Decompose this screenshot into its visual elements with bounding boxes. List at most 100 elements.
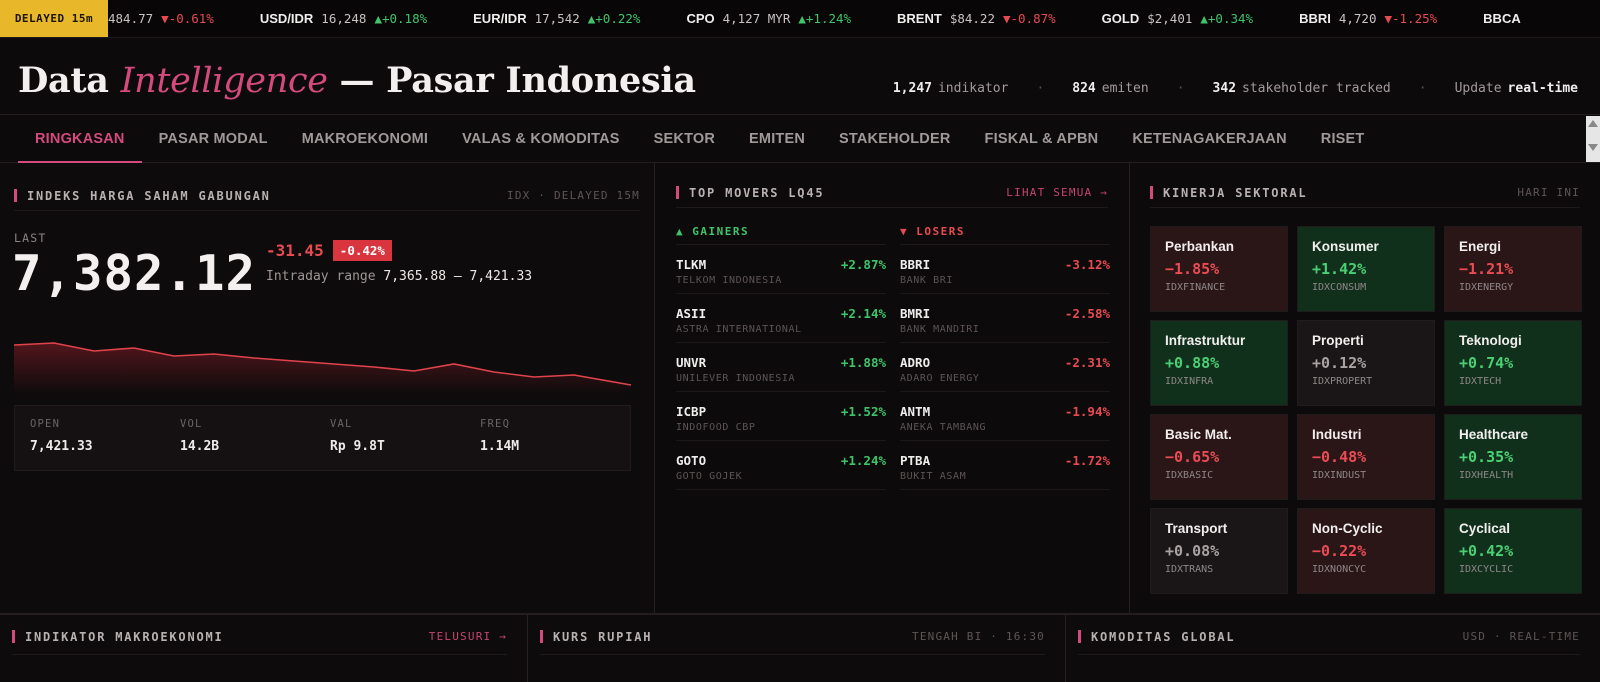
panel-title: KOMODITAS GLOBAL	[1078, 630, 1235, 644]
sector-tile[interactable]: Basic Mat. −0.65% IDXBASIC	[1150, 414, 1288, 500]
panel-header: INDIKATOR MAKROEKONOMI TELUSURI →	[12, 619, 507, 655]
last-label: LAST	[14, 231, 47, 245]
sector-panel: KINERJA SEKTORAL HARI INI Perbankan −1.85…	[1130, 163, 1600, 613]
explore-link[interactable]: TELUSURI →	[428, 630, 507, 643]
mover-name: GOTO GOJEK	[676, 471, 743, 482]
stat-key: VAL	[330, 418, 353, 430]
header-stats: 1,247 indikator · 824 emiten · 342 stakehol…	[893, 81, 1578, 96]
mover-row[interactable]: TLKM TELKOM INDONESIA +2.87%	[676, 245, 886, 294]
sector-tile[interactable]: Non-Cyclic −0.22% IDXNONCYC	[1297, 508, 1435, 594]
ticker-symbol: BBRI	[1299, 11, 1331, 26]
scroll-up-icon[interactable]	[1588, 120, 1598, 127]
ticker-item[interactable]: BBRI 4,720 ▼-1.25%	[1299, 11, 1437, 26]
ticker-item[interactable]: BRENT $84.22 ▼-0.87%	[897, 11, 1056, 26]
mover-row[interactable]: BBRI BANK BRI -3.12%	[900, 245, 1110, 294]
sector-tile[interactable]: Transport +0.08% IDXTRANS	[1150, 508, 1288, 594]
sector-tile[interactable]: Cyclical +0.42% IDXCYCLIC	[1444, 508, 1582, 594]
sector-name: Cyclical	[1459, 521, 1511, 536]
nav-scrollbar[interactable]	[1586, 116, 1600, 162]
stat-value-indikator: 1,247	[892, 81, 932, 96]
losers-header: ▼ LOSERS	[900, 223, 1110, 245]
nav-tab-makroekonomi[interactable]: MAKROEKONOMI	[301, 130, 429, 147]
nav-tab-riset[interactable]: RISET	[1320, 130, 1365, 147]
sector-name: Properti	[1312, 333, 1364, 348]
ticker-track: 484.77 ▼-0.61% USD/IDR 16,248 ▲+0.18% EUR/IDR…	[108, 0, 1575, 37]
change-absolute: -31.45	[266, 241, 324, 260]
sector-code: IDXFINANCE	[1165, 282, 1226, 293]
stat-label-emiten: emiten	[1101, 81, 1149, 96]
sector-name: Teknologi	[1459, 333, 1522, 348]
mover-row[interactable]: BMRI BANK MANDIRI -2.58%	[900, 294, 1110, 343]
mover-row[interactable]: GOTO GOTO GOJEK +1.24%	[676, 441, 886, 490]
sector-tile[interactable]: Konsumer +1.42% IDXCONSUM	[1297, 226, 1435, 312]
ticker-price: 17,542	[534, 11, 580, 26]
see-all-link[interactable]: LIHAT SEMUA →	[1006, 186, 1108, 199]
sector-name: Transport	[1165, 521, 1228, 536]
sector-tile[interactable]: Properti +0.12% IDXPROPERT	[1297, 320, 1435, 406]
ticker-item[interactable]: BBCA	[1483, 11, 1529, 26]
mover-row[interactable]: ICBP INDOFOOD CBP +1.52%	[676, 392, 886, 441]
stat-value: Rp 9.8T	[330, 439, 385, 454]
panel-title: TOP MOVERS LQ45	[676, 186, 824, 200]
nav-tab-valas-komoditas[interactable]: VALAS & KOMODITAS	[462, 130, 620, 147]
mover-percent: +1.52%	[840, 404, 886, 419]
ticker-item[interactable]: CPO 4,127 MYR ▲+1.24%	[686, 11, 851, 26]
mover-name: ADARO ENERGY	[900, 373, 980, 384]
sector-code: IDXBASIC	[1165, 470, 1214, 481]
ticker-symbol: GOLD	[1101, 11, 1140, 26]
stat-key: FREQ	[480, 418, 511, 430]
sector-tile[interactable]: Industri −0.48% IDXINDUST	[1297, 414, 1435, 500]
mover-percent: -1.94%	[1064, 404, 1110, 419]
mover-row[interactable]: ANTM ANEKA TAMBANG -1.94%	[900, 392, 1110, 441]
ticker-price: $2,401	[1147, 11, 1193, 26]
stat-value: 14.2B	[180, 439, 220, 454]
sector-change: −0.22%	[1312, 542, 1367, 560]
sector-tile[interactable]: Infrastruktur +0.88% IDXINFRA	[1150, 320, 1288, 406]
nav-tab-ringkasan[interactable]: RINGKASAN	[18, 115, 142, 163]
ticker-symbol: USD/IDR	[259, 11, 314, 26]
stat-label-indikator: indikator	[937, 81, 1009, 96]
ticker-item[interactable]: USD/IDR 16,248 ▲+0.18%	[260, 11, 427, 26]
ticker-item[interactable]: EUR/IDR 17,542 ▲+0.22%	[473, 11, 640, 26]
sector-tile[interactable]: Energi −1.21% IDXENERGY	[1444, 226, 1582, 312]
mover-percent: +2.87%	[840, 257, 886, 272]
ticker-change: ▼-0.87%	[1002, 11, 1056, 26]
macro-panel: INDIKATOR MAKROEKONOMI TELUSURI →	[0, 615, 528, 682]
sector-change: −0.65%	[1165, 448, 1220, 466]
sector-tile[interactable]: Healthcare +0.35% IDXHEALTH	[1444, 414, 1582, 500]
stat-key: OPEN	[30, 418, 61, 430]
main-nav: RINGKASAN PASAR MODAL MAKROEKONOMI VALAS & …	[0, 115, 1600, 163]
ticker-item[interactable]: 484.77 ▼-0.61%	[108, 11, 214, 26]
ticker-change: ▲+0.34%	[1200, 11, 1254, 26]
scroll-down-icon[interactable]	[1588, 144, 1598, 151]
mover-row[interactable]: ASII ASTRA INTERNATIONAL +2.14%	[676, 294, 886, 343]
gainers-header: ▲ GAINERS	[676, 223, 886, 245]
mover-row[interactable]: UNVR UNILEVER INDONESIA +1.88%	[676, 343, 886, 392]
ticker-symbol: BBCA	[1483, 11, 1521, 26]
gainers-column: ▲ GAINERS TLKM TELKOM INDONESIA +2.87% ASII…	[676, 223, 886, 490]
nav-tab-stakeholder[interactable]: STAKEHOLDER	[839, 130, 951, 147]
index-stats-bar: OPEN 7,421.33 VOL 14.2B VAL Rp 9.8T FREQ 1.1…	[14, 405, 631, 471]
title-accent: Intelligence	[120, 61, 328, 101]
mover-name: BANK BRI	[900, 275, 953, 286]
sector-code: IDXINDUST	[1312, 470, 1367, 481]
nav-tab-pasar-modal[interactable]: PASAR MODAL	[158, 130, 268, 147]
sector-name: Konsumer	[1312, 239, 1379, 254]
mover-symbol: ASII	[676, 306, 707, 321]
mover-row[interactable]: PTBA BUKIT ASAM -1.72%	[900, 441, 1110, 490]
panel-header: KINERJA SEKTORAL HARI INI	[1150, 178, 1580, 208]
nav-tab-emiten[interactable]: EMITEN	[749, 130, 806, 147]
ticker-price: 4,720	[1338, 11, 1377, 26]
sector-tile[interactable]: Perbankan −1.85% IDXFINANCE	[1150, 226, 1288, 312]
sector-tile[interactable]: Teknologi +0.74% IDXTECH	[1444, 320, 1582, 406]
title-prefix: Data	[18, 60, 121, 101]
nav-tab-ketenagakerjaan[interactable]: KETENAGAKERJAAN	[1132, 130, 1287, 147]
mover-symbol: PTBA	[900, 453, 931, 468]
nav-tab-sektor[interactable]: SEKTOR	[653, 130, 716, 147]
panel-meta: USD · REAL-TIME	[1462, 630, 1580, 643]
ticker-item[interactable]: GOLD $2,401 ▲+0.34%	[1102, 11, 1253, 26]
mover-name: INDOFOOD CBP	[676, 422, 756, 433]
mover-row[interactable]: ADRO ADARO ENERGY -2.31%	[900, 343, 1110, 392]
nav-tab-fiskal-apbn[interactable]: FISKAL & APBN	[984, 130, 1099, 147]
mover-percent: +1.24%	[840, 453, 886, 468]
